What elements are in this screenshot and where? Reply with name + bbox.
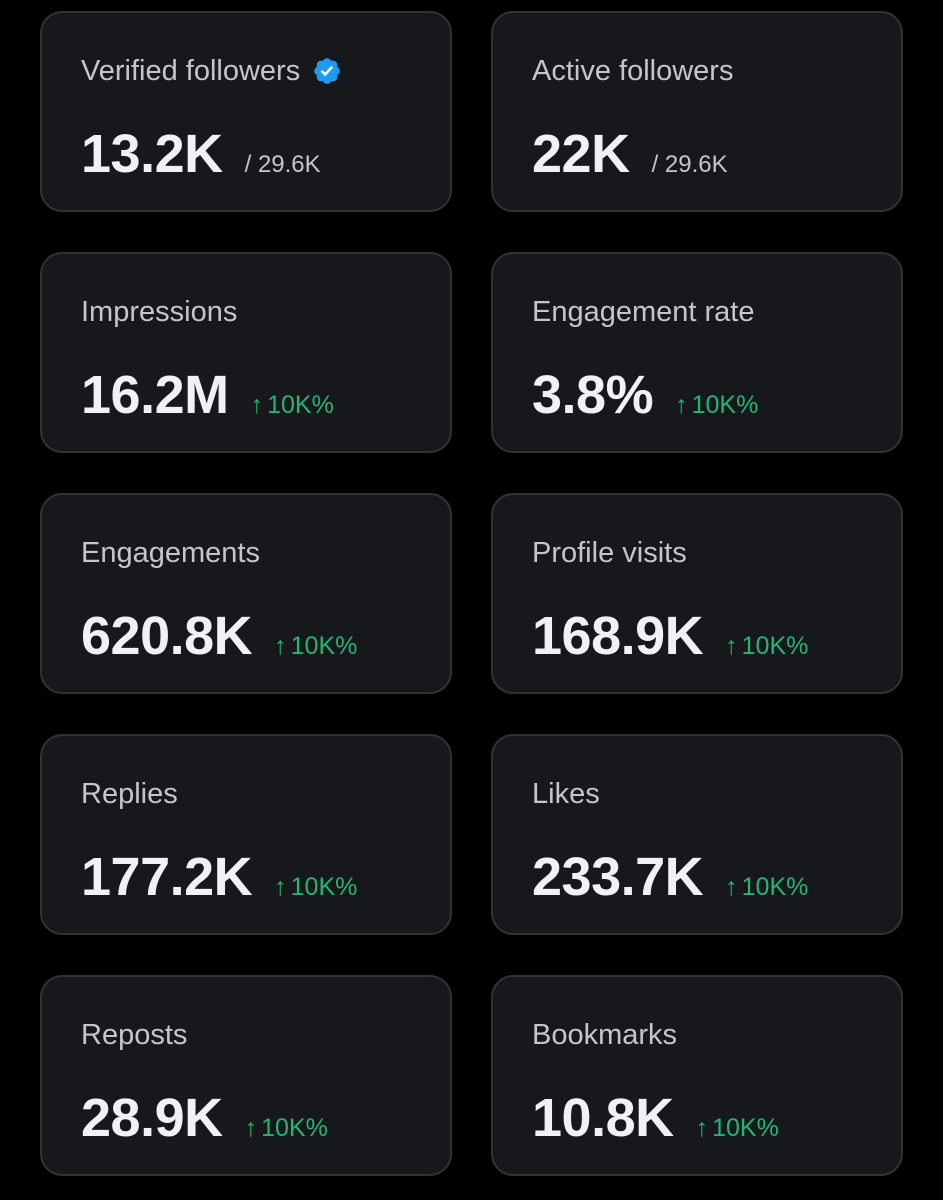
metric-change: ↑ 10K% — [725, 632, 808, 661]
arrow-up-icon: ↑ — [725, 632, 738, 660]
metric-change: ↑ 10K% — [675, 391, 758, 420]
card-label-text: Profile visits — [532, 537, 687, 569]
card-label: Verified followers — [81, 53, 342, 89]
card-likes[interactable]: Likes 233.7K ↑ 10K% — [491, 734, 903, 935]
metric-change: ↑ 10K% — [274, 632, 357, 661]
metric-value: 233.7K — [532, 847, 704, 907]
metric-value: 3.8% — [532, 365, 654, 425]
arrow-up-icon: ↑ — [675, 391, 688, 419]
card-active-followers[interactable]: Active followers 22K / 29.6K — [491, 11, 903, 212]
card-label: Bookmarks — [532, 1017, 677, 1053]
verified-badge-icon — [314, 58, 341, 84]
card-impressions[interactable]: Impressions 16.2M ↑ 10K% — [40, 252, 452, 453]
metric-value: 177.2K — [81, 847, 253, 907]
card-engagement-rate[interactable]: Engagement rate 3.8% ↑ 10K% — [491, 252, 903, 453]
metric-change: ↑ 10K% — [251, 391, 334, 420]
card-profile-visits[interactable]: Profile visits 168.9K ↑ 10K% — [491, 493, 903, 694]
value-row: 177.2K ↑ 10K% — [81, 844, 357, 910]
card-label: Impressions — [81, 294, 237, 330]
value-row: 233.7K ↑ 10K% — [532, 844, 808, 910]
card-bookmarks[interactable]: Bookmarks 10.8K ↑ 10K% — [491, 975, 903, 1176]
value-row: 3.8% ↑ 10K% — [532, 362, 758, 428]
metric-change-value: 10K% — [290, 632, 358, 660]
arrow-up-icon: ↑ — [274, 873, 287, 901]
metric-change: ↑ 10K% — [696, 1114, 779, 1143]
metric-value: 10.8K — [532, 1088, 674, 1148]
card-verified-followers[interactable]: Verified followers 13.2K / 29.6K — [40, 11, 452, 212]
value-row: 168.9K ↑ 10K% — [532, 603, 808, 669]
card-engagements[interactable]: Engagements 620.8K ↑ 10K% — [40, 493, 452, 694]
card-label-text: Engagement rate — [532, 296, 755, 328]
analytics-grid: Verified followers 13.2K / 29.6K Active … — [40, 11, 903, 1176]
card-label: Profile visits — [532, 535, 687, 571]
card-replies[interactable]: Replies 177.2K ↑ 10K% — [40, 734, 452, 935]
metric-change-value: 10K% — [712, 1114, 779, 1142]
arrow-up-icon: ↑ — [274, 632, 287, 660]
value-row: 16.2M ↑ 10K% — [81, 362, 334, 428]
metric-value: 168.9K — [532, 606, 704, 666]
card-label: Engagement rate — [532, 294, 754, 330]
metric-value: 16.2M — [81, 365, 229, 425]
card-label-text: Replies — [81, 778, 178, 810]
card-label-text: Reposts — [81, 1019, 188, 1051]
metric-value: 13.2K — [81, 124, 223, 184]
metric-change-value: 10K% — [261, 1114, 328, 1142]
card-reposts[interactable]: Reposts 28.9K ↑ 10K% — [40, 975, 452, 1176]
card-label: Engagements — [81, 535, 260, 571]
card-label: Replies — [81, 776, 178, 812]
card-label: Reposts — [81, 1017, 187, 1053]
arrow-up-icon: ↑ — [250, 391, 264, 419]
card-label-text: Engagements — [81, 537, 260, 569]
metric-change: ↑ 10K% — [245, 1114, 328, 1143]
card-label: Likes — [532, 776, 600, 812]
card-label-text: Bookmarks — [532, 1019, 678, 1051]
card-label: Active followers — [532, 53, 733, 89]
arrow-up-icon: ↑ — [725, 873, 738, 901]
value-row: 13.2K / 29.6K — [81, 121, 321, 187]
value-row: 620.8K ↑ 10K% — [81, 603, 357, 669]
value-row: 10.8K ↑ 10K% — [532, 1085, 779, 1151]
metric-change: ↑ 10K% — [274, 873, 357, 902]
metric-change-value: 10K% — [290, 873, 358, 901]
value-row: 28.9K ↑ 10K% — [81, 1085, 328, 1151]
card-label-text: Active followers — [532, 55, 734, 87]
card-label-text: Impressions — [81, 296, 238, 328]
metric-value: 22K — [532, 124, 630, 184]
card-label-text: Likes — [532, 778, 600, 810]
arrow-up-icon: ↑ — [695, 1114, 709, 1142]
metric-total: / 29.6K — [651, 151, 728, 178]
card-label-text: Verified followers — [81, 55, 301, 87]
metric-value: 28.9K — [81, 1088, 223, 1148]
metric-total: / 29.6K — [244, 151, 321, 178]
arrow-up-icon: ↑ — [244, 1114, 258, 1142]
metric-change-value: 10K% — [741, 632, 809, 660]
metric-change-value: 10K% — [267, 391, 334, 419]
metric-change-value: 10K% — [691, 391, 759, 419]
metric-value: 620.8K — [81, 606, 253, 666]
metric-change: ↑ 10K% — [725, 873, 808, 902]
value-row: 22K / 29.6K — [532, 121, 728, 187]
metric-change-value: 10K% — [741, 873, 809, 901]
